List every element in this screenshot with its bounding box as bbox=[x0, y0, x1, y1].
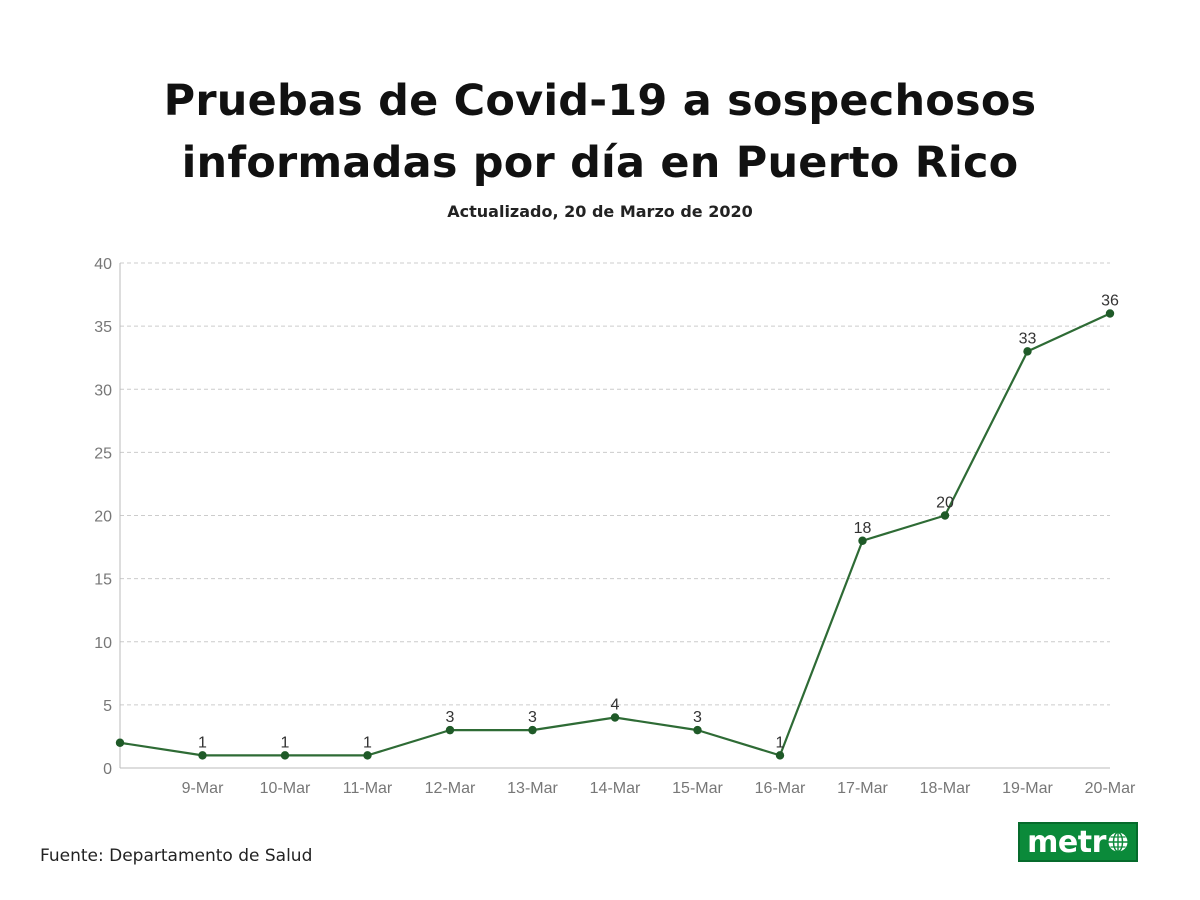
chart-title-line-2: informadas por día en Puerto Rico bbox=[181, 138, 1019, 188]
x-tick-label: 17-Mar bbox=[837, 780, 888, 797]
y-tick-label: 35 bbox=[94, 319, 112, 336]
data-label: 4 bbox=[611, 697, 620, 714]
x-tick-label: 9-Mar bbox=[182, 780, 224, 797]
y-tick-label: 30 bbox=[94, 382, 112, 399]
data-point bbox=[775, 751, 785, 760]
data-label: 3 bbox=[528, 709, 537, 726]
y-tick-label: 20 bbox=[94, 509, 112, 526]
data-label: 20 bbox=[936, 495, 954, 512]
data-point bbox=[1105, 309, 1115, 318]
data-label: 1 bbox=[198, 734, 207, 751]
chart-title-line-1: Pruebas de Covid-19 a sospechosos bbox=[163, 76, 1037, 126]
data-point bbox=[610, 713, 620, 722]
x-tick-label: 13-Mar bbox=[507, 780, 558, 797]
data-point bbox=[363, 751, 372, 760]
metro-logo: metr bbox=[1018, 822, 1138, 862]
x-tick-label: 16-Mar bbox=[755, 780, 806, 797]
series-line bbox=[119, 312, 1111, 757]
data-point bbox=[1023, 347, 1032, 356]
series bbox=[115, 309, 1115, 760]
data-label: 1 bbox=[776, 734, 785, 751]
data-label: 1 bbox=[363, 734, 372, 751]
y-tick-label: 25 bbox=[94, 445, 112, 462]
data-point bbox=[693, 725, 702, 735]
x-tick-label: 19-Mar bbox=[1002, 780, 1053, 797]
x-tick-label: 18-Mar bbox=[920, 780, 971, 797]
x-tick-label: 14-Mar bbox=[590, 780, 641, 797]
data-label: 3 bbox=[693, 709, 702, 726]
y-tick-label: 0 bbox=[103, 761, 112, 778]
y-tick-label: 15 bbox=[94, 572, 112, 589]
data-point bbox=[115, 738, 125, 747]
grid-lines bbox=[120, 262, 1110, 706]
data-point bbox=[858, 536, 867, 545]
data-label: 18 bbox=[854, 520, 872, 537]
source-note: Fuente: Departamento de Salud bbox=[40, 846, 313, 866]
y-tick-label: 40 bbox=[94, 256, 112, 273]
data-point bbox=[280, 751, 290, 760]
logo-text: metr bbox=[1027, 824, 1106, 860]
globe-icon bbox=[1108, 831, 1128, 853]
x-tick-label: 10-Mar bbox=[260, 780, 311, 797]
x-tick-label: 12-Mar bbox=[425, 780, 476, 797]
x-tick-label: 11-Mar bbox=[343, 780, 393, 797]
chart-subtitle: Actualizado, 20 de Marzo de 2020 bbox=[447, 202, 753, 221]
data-point bbox=[445, 725, 455, 735]
data-label: 3 bbox=[446, 709, 455, 726]
axes: 0 5 10 15 20 25 30 35 40 9-Mar 10-Mar 11-Mar 12-Mar 1… bbox=[94, 256, 1136, 797]
data-point bbox=[940, 511, 950, 520]
y-tick-label: 10 bbox=[94, 635, 112, 652]
data-point bbox=[528, 725, 537, 735]
chart-title: Pruebas de Covid-19 a sospechosos inform… bbox=[0, 70, 1200, 194]
data-label: 36 bbox=[1101, 293, 1119, 310]
x-tick-label: 20-Mar bbox=[1085, 780, 1136, 797]
data-point bbox=[198, 751, 207, 760]
data-label: 1 bbox=[281, 734, 290, 751]
x-tick-label: 15-Mar bbox=[672, 780, 723, 797]
y-tick-label: 5 bbox=[103, 698, 112, 715]
data-label: 33 bbox=[1019, 330, 1037, 347]
